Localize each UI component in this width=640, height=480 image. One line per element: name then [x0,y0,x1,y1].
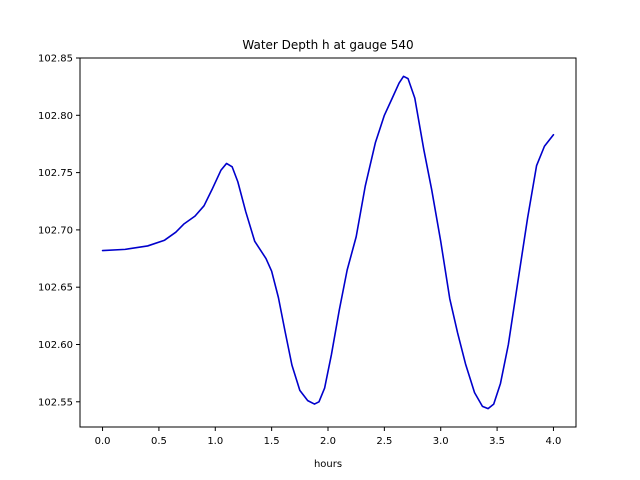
x-tick-label: 4.0 [546,436,562,447]
y-tick-label: 102.55 [38,397,73,408]
x-tick-label: 1.0 [207,436,223,447]
y-tick-label: 102.70 [38,225,73,236]
x-tick-label: 0.0 [95,436,111,447]
x-tick-label: 3.0 [433,436,449,447]
y-tick-label: 102.65 [38,283,73,294]
x-tick-label: 0.5 [151,436,167,447]
plot-area: 0.0 0.5 1.0 1.5 2.0 2.5 3.0 3.5 4.0 102.55 102.60 1… [38,54,577,447]
y-tick-label: 102.75 [38,168,73,179]
y-tick-label: 102.80 [38,111,73,122]
y-tick-label: 102.85 [38,54,73,65]
series-line-0 [101,75,555,410]
x-tick-label: 2.5 [376,436,392,447]
x-tick-label: 1.5 [264,436,280,447]
y-tick-label: 102.60 [38,340,73,351]
x-axis-label: hours [314,459,342,470]
x-tick-label: 3.5 [489,436,505,447]
x-tick-label: 2.0 [320,436,336,447]
chart-title: Water Depth h at gauge 540 [242,38,413,52]
